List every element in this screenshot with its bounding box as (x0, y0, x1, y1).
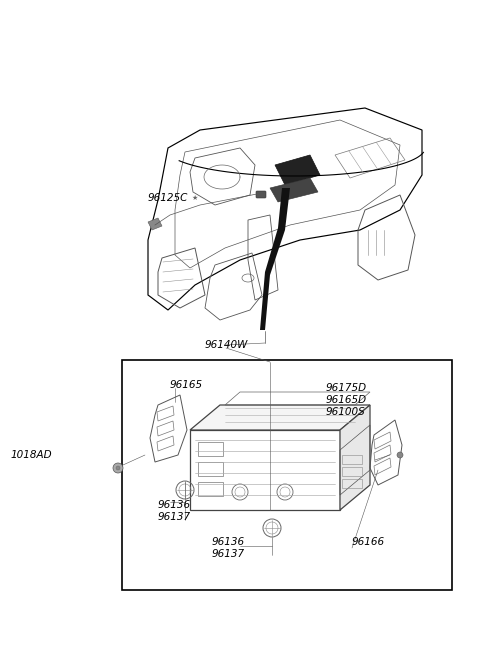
Text: 96175D: 96175D (326, 383, 367, 393)
Circle shape (116, 466, 120, 470)
Text: 96137: 96137 (158, 512, 191, 522)
Bar (198, 482, 223, 496)
Text: 96100S: 96100S (326, 407, 366, 417)
Text: 96136: 96136 (211, 537, 245, 547)
Text: ★: ★ (192, 195, 198, 201)
Text: 1018AD: 1018AD (11, 450, 52, 460)
Text: 96125C: 96125C (148, 193, 188, 203)
Bar (122, 360, 452, 590)
Circle shape (113, 463, 123, 473)
Text: 96165: 96165 (170, 380, 203, 390)
Bar (198, 442, 223, 456)
Polygon shape (270, 178, 318, 202)
Polygon shape (260, 188, 290, 330)
Text: 96140W: 96140W (204, 340, 248, 350)
Polygon shape (148, 218, 162, 230)
Bar (198, 462, 223, 476)
Text: 96165D: 96165D (326, 395, 367, 405)
Polygon shape (340, 405, 370, 510)
Polygon shape (190, 405, 370, 430)
Circle shape (397, 452, 403, 458)
Bar (342, 455, 362, 464)
Bar (342, 467, 362, 476)
Text: 96137: 96137 (211, 549, 245, 559)
FancyBboxPatch shape (256, 191, 266, 198)
Text: 96166: 96166 (352, 537, 385, 547)
Text: 96136: 96136 (158, 500, 191, 510)
Polygon shape (275, 155, 320, 185)
Bar (342, 479, 362, 488)
